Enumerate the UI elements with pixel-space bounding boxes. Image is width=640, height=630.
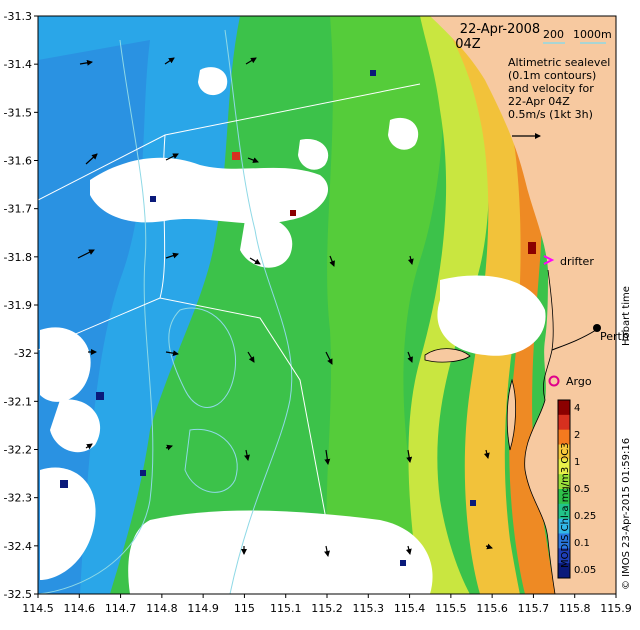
colorbar-label: 0.25	[574, 511, 596, 522]
cloud-mask-patches	[40, 67, 546, 594]
x-tick-label: 114.6	[64, 602, 96, 615]
x-tick-label: 115.9	[600, 602, 632, 615]
y-tick-label: -31.3	[4, 10, 32, 23]
colorbar-swatch	[558, 563, 570, 579]
colorbar-label: 4	[574, 403, 580, 414]
x-tick-label: 115.6	[476, 602, 508, 615]
legend-line-4: 22-Apr 04Z	[508, 95, 570, 108]
perth-marker	[593, 324, 601, 332]
x-tick-label: 115.8	[559, 602, 591, 615]
y-tick-label: -32.1	[4, 395, 32, 408]
y-tick-label: -31.5	[4, 106, 32, 119]
coastal-gold-band	[440, 16, 524, 594]
x-axis: 114.5 114.6 114.7 114.8 114.9 115 115.1 115.2 11…	[22, 594, 632, 615]
x-tick-label: 115.7	[518, 602, 550, 615]
y-tick-label: -31.9	[4, 299, 32, 312]
y-tick-label: -31.8	[4, 251, 32, 264]
x-tick-label: 114.5	[22, 602, 54, 615]
x-tick-label: 115	[234, 602, 255, 615]
scale-label-200: 200	[543, 28, 564, 41]
rottnest-island	[424, 348, 471, 363]
garden-island	[506, 378, 517, 451]
colorbar-swatch	[558, 444, 570, 460]
legend-line-5: 0.5m/s (1kt 3h)	[508, 108, 593, 121]
y-tick-label: -32.5	[4, 588, 32, 601]
argo-label: Argo	[566, 375, 592, 388]
map-date: 22-Apr-2008	[460, 22, 540, 37]
y-tick-label: -31.4	[4, 58, 32, 71]
colorbar-frame	[557, 399, 571, 579]
colorbar-swatch	[558, 474, 570, 490]
colorbar-swatch	[558, 414, 570, 431]
colorbar-swatch	[558, 459, 570, 475]
product-label: MODIS Chl-a mg/m3 OC3	[560, 442, 571, 568]
x-tick-label: 115.1	[270, 602, 302, 615]
velocity-arrows	[77, 57, 493, 557]
y-tick-label: -32.2	[4, 444, 32, 457]
colorbar-swatch	[558, 533, 570, 549]
x-tick-label: 115.2	[311, 602, 343, 615]
scale-label-1000m: 1000m	[573, 28, 612, 41]
map-time: 04Z	[455, 37, 481, 52]
colorbar-swatch	[558, 518, 570, 534]
colorbar-label: 0.5	[574, 484, 590, 495]
y-tick-label: -32.4	[4, 540, 32, 553]
legend-line-1: Altimetric sealevel	[508, 56, 610, 69]
y-tick-label: -32	[14, 347, 32, 360]
legend-line-2: (0.1m contours)	[508, 69, 596, 82]
legend-line-3: and velocity for	[508, 82, 594, 95]
x-tick-label: 114.8	[146, 602, 178, 615]
colorbar-label: 2	[574, 430, 580, 441]
drifter-marker	[543, 255, 555, 265]
y-tick-label: -31.7	[4, 203, 32, 216]
mid-shelf-green	[326, 16, 444, 594]
y-tick-label: -32.3	[4, 492, 32, 505]
imos-credit-label: © IMOS 23-Apr-2015 01:59:16	[621, 438, 632, 590]
noise-pixels	[60, 70, 536, 566]
colorbar-label: 0.1	[574, 538, 590, 549]
x-tick-label: 115.5	[435, 602, 467, 615]
y-axis: -31.3 -31.4 -31.5 -31.6 -31.7 -31.8 -31.9 -32 -3…	[4, 10, 38, 601]
bathymetry-lines	[38, 83, 421, 594]
perth-label: Perth	[600, 330, 629, 343]
colorbar-swatch	[558, 503, 570, 520]
colorbar-label: 0.05	[574, 565, 596, 576]
colorbar-swatch	[558, 548, 570, 564]
chlorophyll-colorbar: 4 2 1 0.5 0.25 0.1 0.05	[557, 399, 596, 579]
colorbar-swatch	[558, 489, 570, 505]
colorbar-swatch	[558, 400, 570, 416]
coastline	[524, 269, 556, 594]
sealevel-contours	[38, 29, 293, 594]
x-tick-label: 115.4	[394, 602, 426, 615]
x-tick-label: 115.3	[353, 602, 385, 615]
argo-marker	[548, 375, 560, 387]
hobart-time-label: Hobart time	[621, 286, 632, 346]
swan-river	[551, 329, 597, 351]
colorbar-label: 1	[574, 457, 580, 468]
x-tick-label: 114.7	[105, 602, 137, 615]
drifter-label: drifter	[560, 255, 594, 268]
x-tick-label: 114.9	[187, 602, 219, 615]
colorbar-swatch	[558, 429, 570, 445]
y-tick-label: -31.6	[4, 155, 32, 168]
